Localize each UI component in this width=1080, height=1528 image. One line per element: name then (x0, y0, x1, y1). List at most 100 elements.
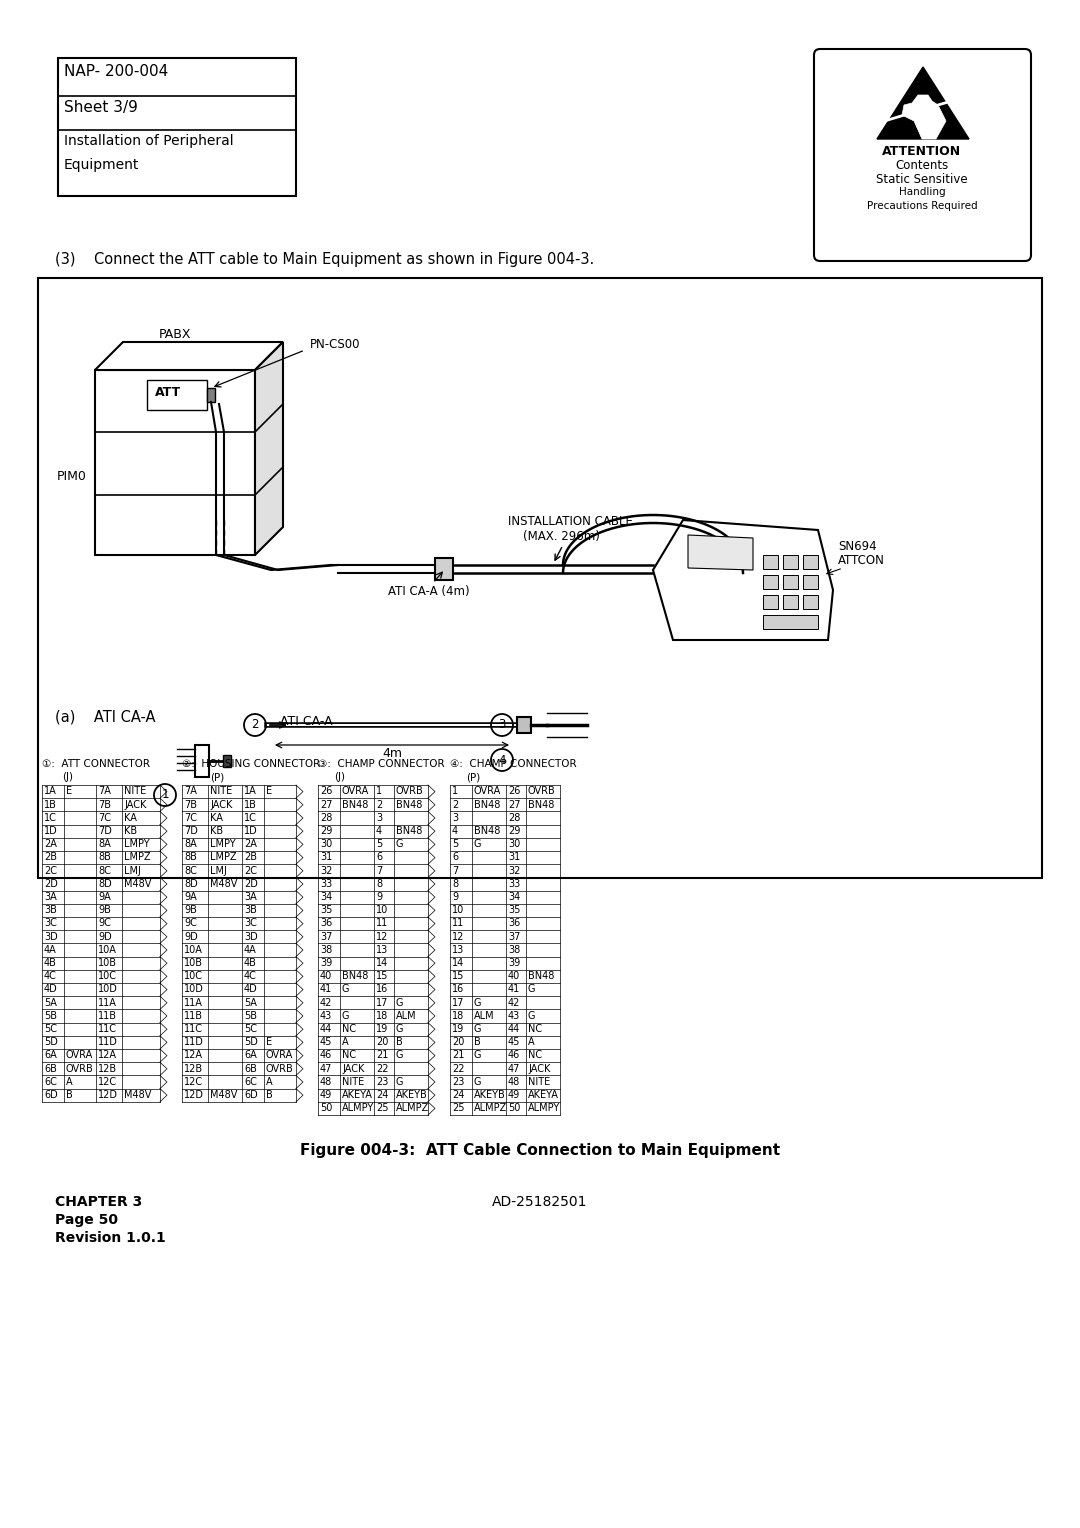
Text: ②:  HOUSING CONNECTOR: ②: HOUSING CONNECTOR (183, 759, 321, 769)
Text: 10: 10 (453, 905, 464, 915)
Text: 10A: 10A (98, 944, 117, 955)
Text: 3C: 3C (244, 918, 257, 929)
Text: G: G (474, 839, 482, 850)
Text: 5A: 5A (244, 998, 257, 1007)
Text: AKEYB: AKEYB (474, 1089, 505, 1100)
Text: LMPZ: LMPZ (124, 853, 150, 862)
Bar (222, 755, 231, 767)
Text: 4B: 4B (44, 958, 57, 969)
Text: 3C: 3C (44, 918, 57, 929)
Bar (95, 370, 255, 555)
Text: 45: 45 (320, 1038, 333, 1047)
Text: 11B: 11B (98, 1012, 117, 1021)
Text: G: G (396, 1077, 404, 1086)
Text: 9A: 9A (98, 892, 111, 902)
Text: ATI CA-A (4m): ATI CA-A (4m) (388, 585, 470, 597)
Polygon shape (95, 342, 283, 370)
Text: ATTENTION: ATTENTION (882, 145, 961, 157)
Bar (147, 380, 207, 410)
Text: 12C: 12C (184, 1077, 203, 1086)
Text: 18: 18 (376, 1012, 388, 1021)
Text: G: G (528, 984, 536, 995)
Text: 1: 1 (453, 787, 458, 796)
Text: 8D: 8D (184, 879, 198, 889)
Bar (804, 555, 818, 568)
Text: 24: 24 (453, 1089, 464, 1100)
Text: G: G (474, 1051, 482, 1060)
Bar (38, 278, 1042, 879)
Text: 11C: 11C (184, 1024, 203, 1034)
Text: 2C: 2C (44, 866, 57, 876)
Text: M48V: M48V (210, 1089, 238, 1100)
Text: Revision 1.0.1: Revision 1.0.1 (55, 1232, 165, 1245)
Text: 27: 27 (320, 799, 333, 810)
Text: 7C: 7C (98, 813, 111, 824)
Text: 14: 14 (376, 958, 388, 969)
Text: 32: 32 (320, 866, 333, 876)
Text: G: G (528, 1012, 536, 1021)
Text: 2: 2 (376, 799, 382, 810)
Text: 30: 30 (508, 839, 521, 850)
Text: LMPY: LMPY (210, 839, 235, 850)
Text: A: A (528, 1038, 535, 1047)
Text: 2: 2 (453, 799, 458, 810)
Text: 17: 17 (453, 998, 464, 1007)
Text: 23: 23 (453, 1077, 464, 1086)
Text: 1D: 1D (44, 827, 57, 836)
Text: 8D: 8D (98, 879, 111, 889)
Text: 2C: 2C (244, 866, 257, 876)
Text: 25: 25 (376, 1103, 389, 1114)
Text: ALMPZ: ALMPZ (474, 1103, 508, 1114)
Polygon shape (255, 342, 283, 555)
FancyBboxPatch shape (814, 49, 1031, 261)
Text: 26: 26 (508, 787, 521, 796)
Text: 34: 34 (508, 892, 521, 902)
Text: 31: 31 (508, 853, 521, 862)
Text: 9D: 9D (98, 932, 111, 941)
Text: 40: 40 (320, 972, 333, 981)
Text: 20: 20 (376, 1038, 389, 1047)
Text: M48V: M48V (124, 879, 151, 889)
Text: 8: 8 (453, 879, 458, 889)
Text: OVRA: OVRA (474, 787, 501, 796)
Text: 5: 5 (376, 839, 382, 850)
Bar (58, 58, 296, 196)
Text: ALMPY: ALMPY (528, 1103, 561, 1114)
Text: LMJ: LMJ (124, 866, 140, 876)
Text: KA: KA (124, 813, 137, 824)
Text: Handling: Handling (899, 186, 945, 197)
Text: 11A: 11A (184, 998, 203, 1007)
Text: 6B: 6B (44, 1063, 57, 1074)
Text: 2A: 2A (244, 839, 257, 850)
Text: OVRA: OVRA (266, 1051, 294, 1060)
Text: 6: 6 (376, 853, 382, 862)
Bar (207, 388, 215, 402)
Text: 8A: 8A (98, 839, 111, 850)
Text: 4A: 4A (44, 944, 57, 955)
Text: ④:  CHAMP CONNECTOR: ④: CHAMP CONNECTOR (450, 759, 577, 769)
Text: 36: 36 (508, 918, 521, 929)
Text: 48: 48 (508, 1077, 521, 1086)
Text: 4D: 4D (244, 984, 258, 995)
Text: NC: NC (528, 1024, 542, 1034)
Text: 16: 16 (453, 984, 464, 995)
Text: KB: KB (210, 827, 224, 836)
Text: 38: 38 (508, 944, 521, 955)
Text: 12D: 12D (184, 1089, 204, 1100)
Text: 33: 33 (320, 879, 333, 889)
Text: 12B: 12B (98, 1063, 117, 1074)
Text: 6A: 6A (44, 1051, 57, 1060)
Text: 43: 43 (320, 1012, 333, 1021)
Bar (517, 717, 531, 733)
Text: Contents: Contents (895, 159, 948, 173)
Text: OVRA: OVRA (66, 1051, 93, 1060)
Text: 9: 9 (376, 892, 382, 902)
Text: 9D: 9D (184, 932, 198, 941)
Text: 47: 47 (320, 1063, 333, 1074)
Text: 4C: 4C (44, 972, 57, 981)
Text: 11D: 11D (98, 1038, 118, 1047)
Text: 43: 43 (508, 1012, 521, 1021)
Text: 6B: 6B (244, 1063, 257, 1074)
Text: 44: 44 (320, 1024, 333, 1034)
Text: Equipment: Equipment (64, 157, 139, 173)
